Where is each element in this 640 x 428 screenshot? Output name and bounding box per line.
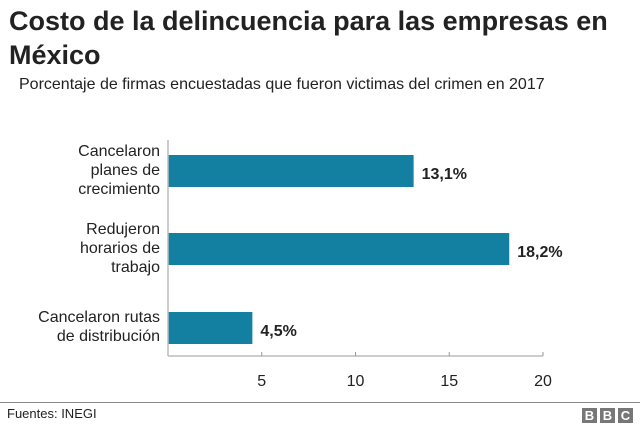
bbc-logo-letter: C [618, 408, 633, 423]
chart-title: Costo de la delincuencia para las empres… [9, 6, 608, 70]
category-label: Redujeron horarios de trabajo [0, 220, 160, 277]
x-tick-label: 5 [257, 373, 266, 390]
category-label-line: Cancelaron rutas [38, 309, 160, 326]
bar [168, 155, 414, 187]
category-label-line: de distribución [56, 328, 160, 345]
category-label-line: trabajo [111, 258, 160, 276]
category-label: Cancelaron planes de crecimiento [0, 142, 160, 199]
category-label-line: Cancelaron [78, 142, 160, 160]
category-label-line: horarios de [79, 239, 160, 257]
bbc-logo: B B C [582, 408, 633, 423]
chart-subtitle: Porcentaje de firmas encuestadas que fue… [19, 76, 545, 93]
bbc-logo-letter: B [582, 408, 597, 423]
bar [168, 233, 510, 265]
category-label: Cancelaron rutas de distribución [0, 308, 160, 346]
value-label: 13,1% [422, 166, 467, 183]
source-note: Fuentes: INEGI [7, 406, 97, 421]
bbc-logo-letter: B [600, 408, 615, 423]
footer-divider [0, 402, 640, 403]
bar [168, 312, 253, 344]
category-label-line: planes de [90, 161, 160, 179]
x-tick-label: 10 [347, 373, 365, 390]
x-tick-label: 15 [440, 373, 458, 390]
category-label-line: crecimiento [78, 180, 160, 198]
value-label: 4,5% [260, 323, 296, 340]
value-label: 18,2% [517, 244, 562, 261]
x-tick-label: 20 [534, 373, 552, 390]
category-label-line: Redujeron [86, 220, 160, 238]
